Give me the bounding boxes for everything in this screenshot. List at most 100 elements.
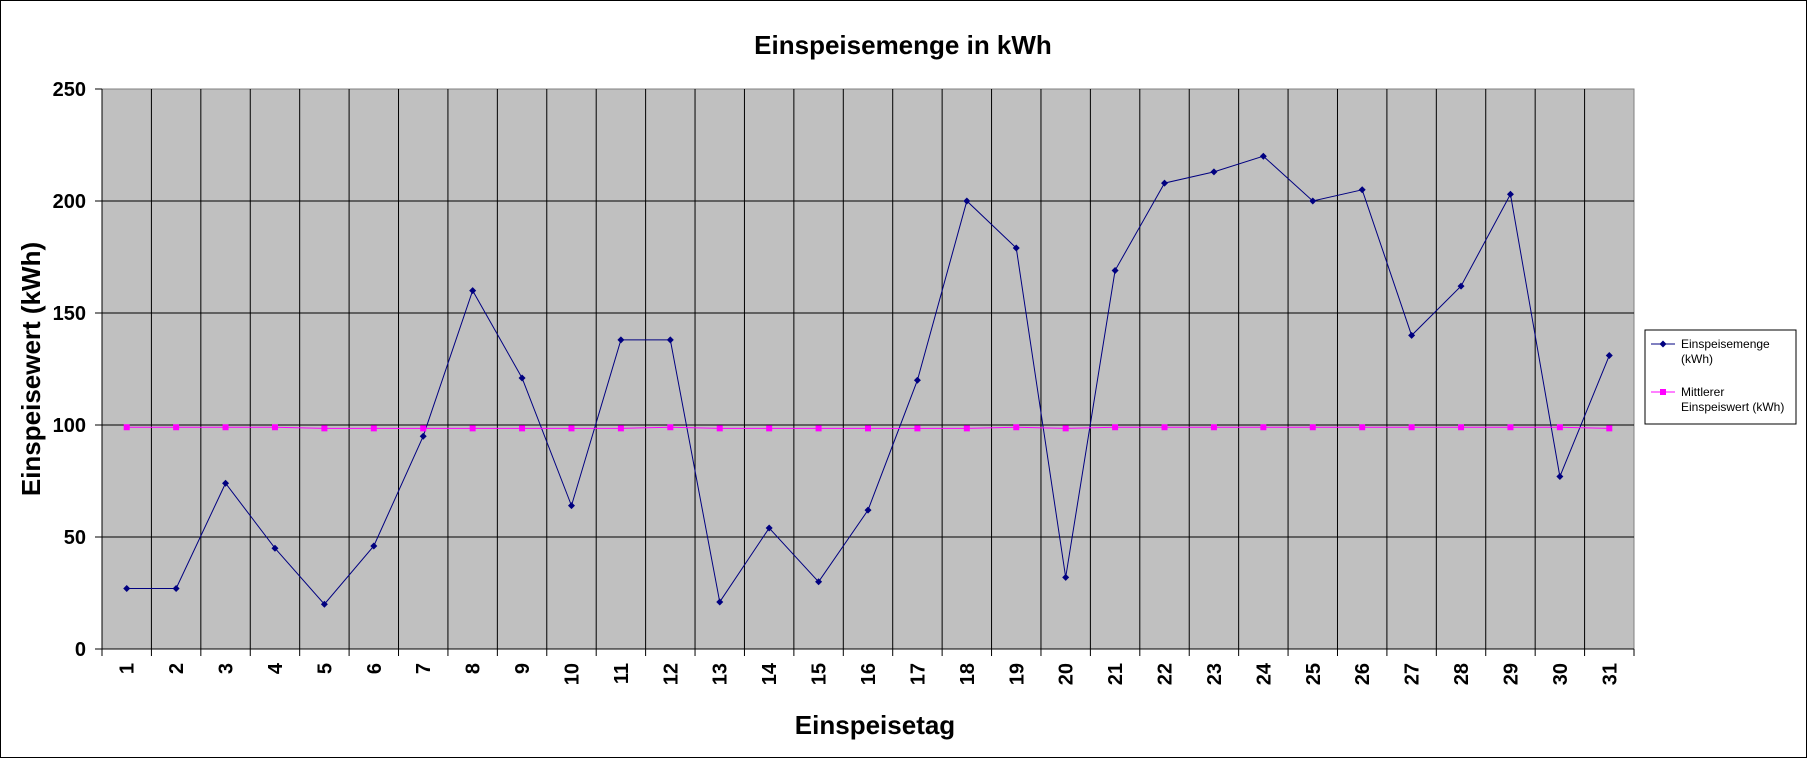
data-point-series-2: [420, 425, 427, 432]
data-point-series-1: [1012, 244, 1020, 252]
y-tick-label: 250: [53, 79, 86, 101]
x-tick-label: 5: [314, 663, 336, 674]
data-point-series-2: [815, 425, 822, 432]
x-axis-title: Einspeisetag: [795, 710, 955, 740]
data-point-series-1: [1259, 152, 1267, 160]
y-tick-label: 150: [53, 303, 86, 325]
x-tick-labels: 1 2 3 4 5 6 7 8 9 10 11 12 13 14 15 16 17 18 19 20 21 22 23 24 2…: [117, 662, 1622, 685]
data-point-series-2: [1606, 425, 1613, 432]
data-point-series-1: [1062, 573, 1070, 581]
data-point-series-1: [222, 479, 230, 487]
data-point-series-1: [666, 336, 674, 344]
data-point-series-1: [469, 287, 477, 295]
legend-marker-1: [1659, 340, 1667, 348]
data-point-series-2: [914, 425, 921, 432]
x-tick-label: 8: [463, 663, 485, 674]
x-tick-label: 24: [1253, 662, 1275, 685]
gridlines: [102, 89, 1634, 649]
x-tick-label: 12: [660, 663, 682, 685]
data-point-series-1: [419, 432, 427, 440]
data-point-series-1: [320, 600, 328, 608]
x-tick-label: 25: [1303, 663, 1325, 685]
x-tick-label: 29: [1500, 663, 1522, 685]
x-tick-label: 20: [1056, 663, 1078, 685]
data-point-series-2: [173, 424, 180, 431]
x-tick-label: 4: [265, 662, 287, 674]
y-tick-label: 50: [64, 527, 86, 549]
data-point-series-1: [1358, 186, 1366, 194]
data-point-series-2: [1309, 424, 1316, 431]
x-tick-label: 31: [1599, 663, 1621, 685]
data-point-series-1: [567, 502, 575, 510]
data-point-series-1: [370, 542, 378, 550]
data-point-series-2: [1062, 425, 1069, 432]
x-tick-label: 18: [957, 663, 979, 685]
data-point-series-1: [1457, 282, 1465, 290]
data-point-series-1: [1210, 168, 1218, 176]
data-point-series-1: [913, 376, 921, 384]
x-tick-label: 15: [809, 663, 831, 685]
data-point-series-1: [963, 197, 971, 205]
x-tick-label: 16: [858, 663, 880, 685]
data-point-series-2: [123, 424, 130, 431]
axes: [95, 88, 1635, 656]
data-point-series-1: [1506, 190, 1514, 198]
data-point-series-1: [815, 578, 823, 586]
legend-box: [1644, 329, 1797, 425]
data-point-series-2: [1507, 424, 1514, 431]
legend-label-1: (kWh): [1681, 352, 1713, 366]
data-point-series-2: [766, 425, 773, 432]
data-point-series-1: [1556, 473, 1564, 481]
x-tick-label: 23: [1204, 663, 1226, 685]
x-tick-label: 1: [117, 663, 139, 674]
x-tick-label: 13: [710, 663, 732, 685]
x-tick-label: 28: [1451, 663, 1473, 685]
x-tick-label: 26: [1352, 663, 1374, 685]
data-point-series-2: [963, 425, 970, 432]
data-point-series-2: [716, 425, 723, 432]
data-point-series-1: [1605, 352, 1613, 360]
data-point-series-1: [172, 585, 180, 593]
data-point-series-2: [1556, 424, 1563, 431]
data-point-series-1: [864, 506, 872, 514]
data-point-series-2: [667, 424, 674, 431]
data-point-series-1: [1111, 266, 1119, 274]
data-point-series-2: [1161, 424, 1168, 431]
data-point-series-2: [271, 424, 278, 431]
x-tick-label: 10: [561, 663, 583, 685]
data-point-series-2: [1210, 424, 1217, 431]
data-point-series-1: [716, 598, 724, 606]
data-point-series-1: [617, 336, 625, 344]
data-point-series-2: [519, 425, 526, 432]
legend-label-2: Einspeiswert (kWh): [1681, 400, 1784, 414]
x-tick-label: 27: [1402, 663, 1424, 685]
x-tick-label: 19: [1006, 663, 1028, 685]
data-point-series-2: [222, 424, 229, 431]
y-tick-label: 100: [53, 415, 86, 437]
x-tick-label: 6: [364, 663, 386, 674]
data-point-series-1: [1161, 179, 1169, 187]
data-point-series-1: [765, 524, 773, 532]
data-point-series-2: [865, 425, 871, 432]
legend-marker-2: [1660, 389, 1666, 395]
x-tick-label: 3: [216, 663, 238, 674]
x-tick-label: 7: [413, 663, 435, 674]
x-tick-label: 9: [512, 663, 534, 674]
data-point-series-2: [1260, 424, 1267, 431]
x-tick-label: 21: [1105, 663, 1127, 685]
data-point-series-1: [123, 585, 131, 593]
data-point-series-1: [1408, 331, 1416, 339]
x-tick-label: 17: [907, 663, 929, 685]
legend-label-1: Einspeisemenge: [1681, 337, 1770, 351]
data-point-series-1: [1309, 197, 1317, 205]
data-point-series-2: [617, 425, 624, 432]
series-layer: [123, 152, 1613, 608]
legend-label-2: Mittlerer: [1681, 385, 1724, 399]
data-point-series-1: [271, 544, 279, 552]
data-point-series-2: [370, 425, 377, 432]
y-tick-label: 200: [53, 191, 86, 213]
data-point-series-2: [469, 425, 476, 432]
data-point-series-2: [1112, 424, 1119, 431]
y-axis-title: Einspeisewert (kWh): [16, 242, 46, 496]
